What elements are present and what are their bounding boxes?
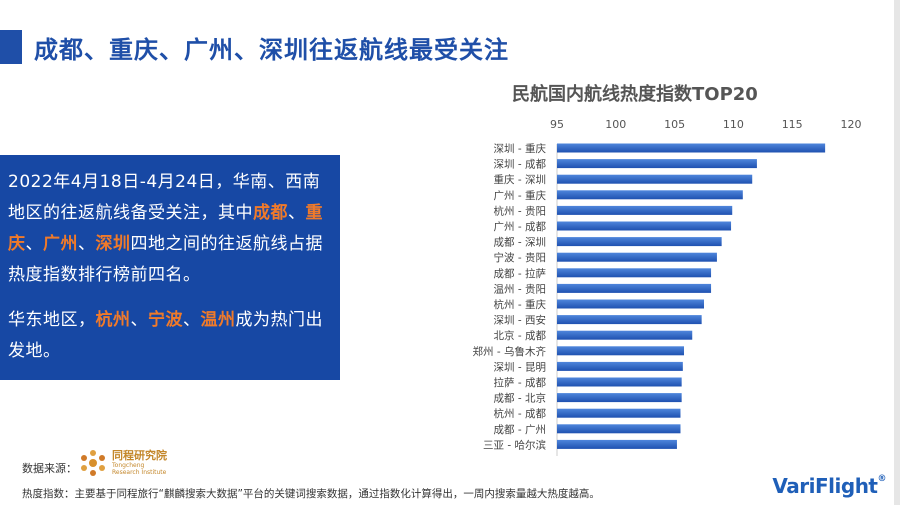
separator: 、	[130, 310, 148, 330]
highlight-city: 深圳	[95, 234, 131, 254]
bar	[557, 190, 743, 200]
category-label: 成都 - 深圳	[494, 237, 546, 249]
bar	[557, 377, 682, 387]
bar	[557, 143, 826, 153]
category-label: 三亚 - 哈尔滨	[483, 438, 546, 451]
category-label: 成都 - 广州	[494, 424, 546, 436]
tongcheng-logo-icon	[81, 450, 105, 476]
bar	[557, 439, 677, 449]
summary-text: 成为热门出发地。	[8, 310, 323, 361]
bar	[557, 252, 717, 262]
x-tick-label: 115	[782, 118, 803, 131]
category-label: 杭州 - 成都	[494, 407, 547, 420]
highlight-city: 杭州	[95, 310, 131, 330]
x-tick-label: 95	[550, 118, 564, 131]
x-tick-label: 110	[723, 118, 744, 131]
category-label: 成都 - 拉萨	[494, 267, 546, 280]
bar	[557, 361, 683, 371]
summary-paragraph-1: 2022年4月18日-4月24日，华南、西南地区的往返航线备受关注，其中成都、重…	[8, 167, 330, 291]
separator: 、	[183, 310, 201, 330]
highlight-city: 重庆	[8, 203, 323, 254]
x-tick-label: 100	[605, 118, 626, 131]
summary-text: 华东地区，	[8, 310, 96, 330]
bar	[557, 221, 732, 231]
category-label: 深圳 - 西安	[494, 314, 546, 327]
variflight-logo: VariFlight®	[772, 474, 886, 498]
logo-text: 同程研究院 Tongcheng Research Institute	[112, 449, 167, 477]
bar	[557, 315, 702, 325]
slide-title: 成都、重庆、广州、深圳往返航线最受关注	[34, 36, 509, 64]
highlight-city: 广州	[43, 234, 78, 254]
summary-text: 2022年4月18日-4月24日，华南、西南地区的往返航线备受关注，其中	[8, 172, 321, 223]
x-tick-label: 105	[664, 118, 685, 131]
summary-text: 四地之间的往返航线占据热度指数排行榜前四名。	[8, 234, 323, 285]
brand-name: VariFlight	[772, 474, 878, 498]
brand-mark: ®	[877, 474, 887, 484]
category-label: 深圳 - 成都	[494, 159, 547, 171]
category-label: 温州 - 贵阳	[494, 282, 546, 295]
category-label: 杭州 - 贵阳	[494, 204, 546, 217]
category-label: 深圳 - 重庆	[494, 142, 547, 155]
bar	[557, 159, 757, 169]
bar	[557, 283, 712, 293]
category-label: 北京 - 成都	[494, 329, 547, 342]
highlight-city: 宁波	[148, 310, 183, 330]
category-label: 重庆 - 深圳	[494, 173, 546, 186]
category-label: 深圳 - 昆明	[494, 361, 546, 373]
separator: 、	[25, 234, 43, 254]
category-label: 广州 - 成都	[494, 221, 547, 233]
logo-en-2: Research Institute	[112, 469, 167, 476]
category-label: 广州 - 重庆	[494, 189, 547, 202]
category-label: 郑州 - 乌鲁木齐	[473, 345, 547, 358]
bar	[557, 299, 704, 309]
bar	[557, 174, 753, 184]
bar	[557, 330, 693, 340]
bar	[557, 268, 712, 278]
separator: 、	[78, 234, 96, 254]
footnote: 热度指数：主要基于同程旅行“麒麟搜索大数据”平台的关键词搜索数据，通过指数化计算…	[22, 488, 600, 500]
bar	[557, 205, 733, 215]
category-label: 拉萨 - 成都	[494, 376, 547, 389]
summary-box: 2022年4月18日-4月24日，华南、西南地区的往返航线备受关注，其中成都、重…	[0, 155, 340, 380]
separator: 、	[288, 203, 306, 223]
title-accent-bar	[0, 30, 22, 64]
highlight-city: 成都	[253, 203, 288, 223]
category-label: 杭州 - 重庆	[494, 298, 547, 311]
bar	[557, 393, 682, 403]
bar	[557, 237, 722, 247]
category-label: 宁波 - 贵阳	[494, 251, 546, 264]
logo-en-1: Tongcheng	[112, 462, 145, 469]
summary-paragraph-2: 华东地区，杭州、宁波、温州成为热门出发地。	[8, 305, 330, 367]
source-label: 数据来源：	[22, 462, 77, 475]
bar	[557, 408, 681, 418]
category-label: 成都 - 北京	[494, 392, 546, 405]
right-edge-rule	[894, 0, 900, 505]
chart-title: 民航国内航线热度指数TOP20	[512, 84, 758, 105]
logo-name: 同程研究院	[112, 449, 167, 462]
bar	[557, 346, 685, 356]
bar	[557, 424, 681, 434]
highlight-city: 温州	[200, 310, 236, 330]
x-tick-label: 120	[841, 118, 862, 131]
